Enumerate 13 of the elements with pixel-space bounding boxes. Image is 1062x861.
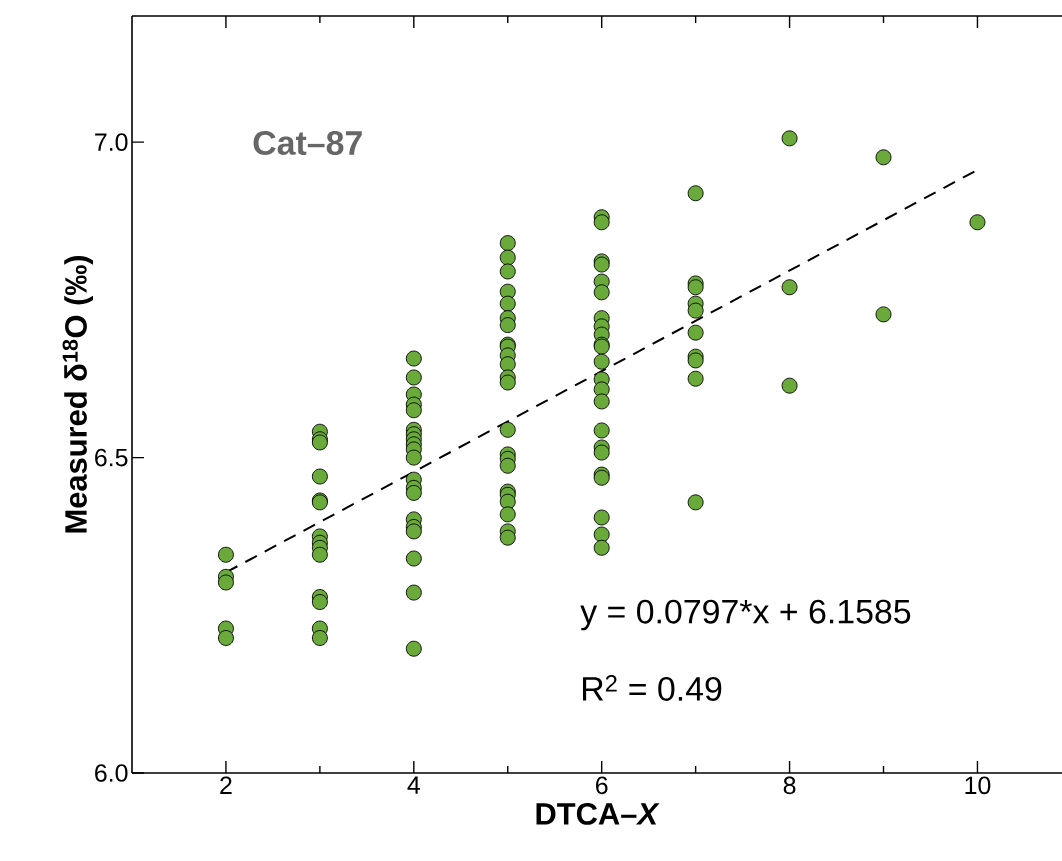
x-tick-label: 4 — [407, 776, 421, 794]
x-tick-label: 10 — [965, 776, 991, 795]
x-tick-label: 8 — [783, 776, 796, 795]
y-tick-label: 6.0 — [95, 764, 128, 782]
x-axis-title: DTCA–X — [536, 803, 660, 825]
annotation: R$^{2}$ = 0.49 — [582, 675, 722, 701]
y-tick-label: 6.5 — [95, 448, 128, 467]
y-tick-label: 7.0 — [95, 133, 128, 151]
x-tick-label: 2 — [220, 776, 232, 794]
annotation: Cat–87 — [253, 130, 362, 155]
x-tick-label: 6 — [596, 776, 608, 795]
annotation: y = 0.0797*x + 6.1585 — [580, 599, 911, 631]
y-axis-title: Measured δ$^{18}$O (‰) — [62, 256, 94, 533]
